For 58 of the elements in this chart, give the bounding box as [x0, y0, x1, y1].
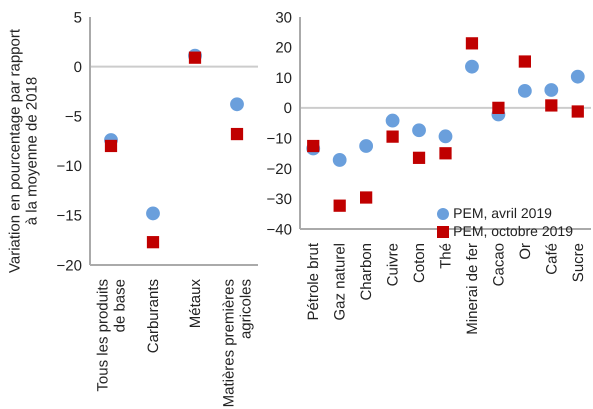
point — [230, 97, 244, 112]
x-tick-label: Coton — [411, 243, 428, 284]
point — [360, 191, 372, 204]
legend-label: PEM, avril 2019 — [453, 205, 552, 221]
x-tick-label: Thé — [438, 243, 454, 269]
x-tick-label: Or — [516, 243, 534, 260]
point — [146, 206, 160, 220]
point — [104, 140, 118, 152]
y-tick-label: −5 — [64, 108, 82, 126]
point — [518, 55, 531, 68]
point — [332, 153, 347, 167]
y-tick-label: −10 — [56, 158, 82, 176]
x-tick-label: Matières premières agricoles — [220, 279, 254, 408]
legend-label: PEM, octobre 2019 — [453, 223, 573, 239]
x-tick-label: Tous les produits de base — [94, 279, 128, 392]
point — [386, 130, 399, 143]
point — [307, 140, 320, 152]
y-tick-label: −10 — [266, 130, 292, 148]
point — [412, 123, 426, 138]
point — [570, 70, 585, 84]
point — [386, 114, 400, 128]
point — [544, 83, 558, 97]
x-tick-label: Charbon — [358, 243, 376, 301]
x-tick-label: Pétrole brut — [305, 242, 322, 321]
y-tick-label: 0 — [284, 100, 292, 118]
point — [146, 236, 160, 248]
x-tick-label: Métaux — [187, 278, 204, 328]
y-tick-label: −40 — [266, 221, 292, 238]
x-tick-label: Carburants — [145, 279, 162, 354]
y-tick-label: 0 — [74, 58, 82, 76]
y-tick-label: 10 — [275, 70, 292, 87]
point — [359, 139, 374, 153]
x-tick-label: Cuivre — [384, 243, 402, 286]
point — [334, 200, 346, 212]
point — [230, 128, 244, 140]
y-tick-label: 30 — [275, 9, 292, 26]
point — [466, 37, 478, 50]
point — [188, 52, 202, 64]
y-tick-label: −20 — [56, 257, 82, 274]
x-tick-label: Cacao — [490, 243, 508, 286]
y-tick-label: −15 — [56, 208, 82, 225]
x-tick-label: Sucre — [570, 243, 587, 282]
y-tick-label: −20 — [266, 160, 292, 178]
point — [412, 152, 426, 164]
point — [492, 102, 505, 114]
point — [465, 60, 479, 74]
point — [518, 84, 532, 98]
point — [439, 147, 452, 160]
y-tick-label: −30 — [266, 191, 292, 208]
point — [572, 105, 584, 118]
y-axis-title: Variation en pourcentage par rapport à la moyenne de 2018 — [6, 28, 40, 274]
x-tick-label: Minerai de fer — [464, 243, 481, 335]
x-tick-label: Gaz naturel — [332, 243, 349, 321]
point — [545, 99, 558, 112]
point — [438, 129, 452, 144]
y-tick-label: 20 — [275, 40, 292, 57]
x-tick-label: Café — [543, 243, 560, 275]
y-tick-label: 5 — [74, 9, 82, 26]
